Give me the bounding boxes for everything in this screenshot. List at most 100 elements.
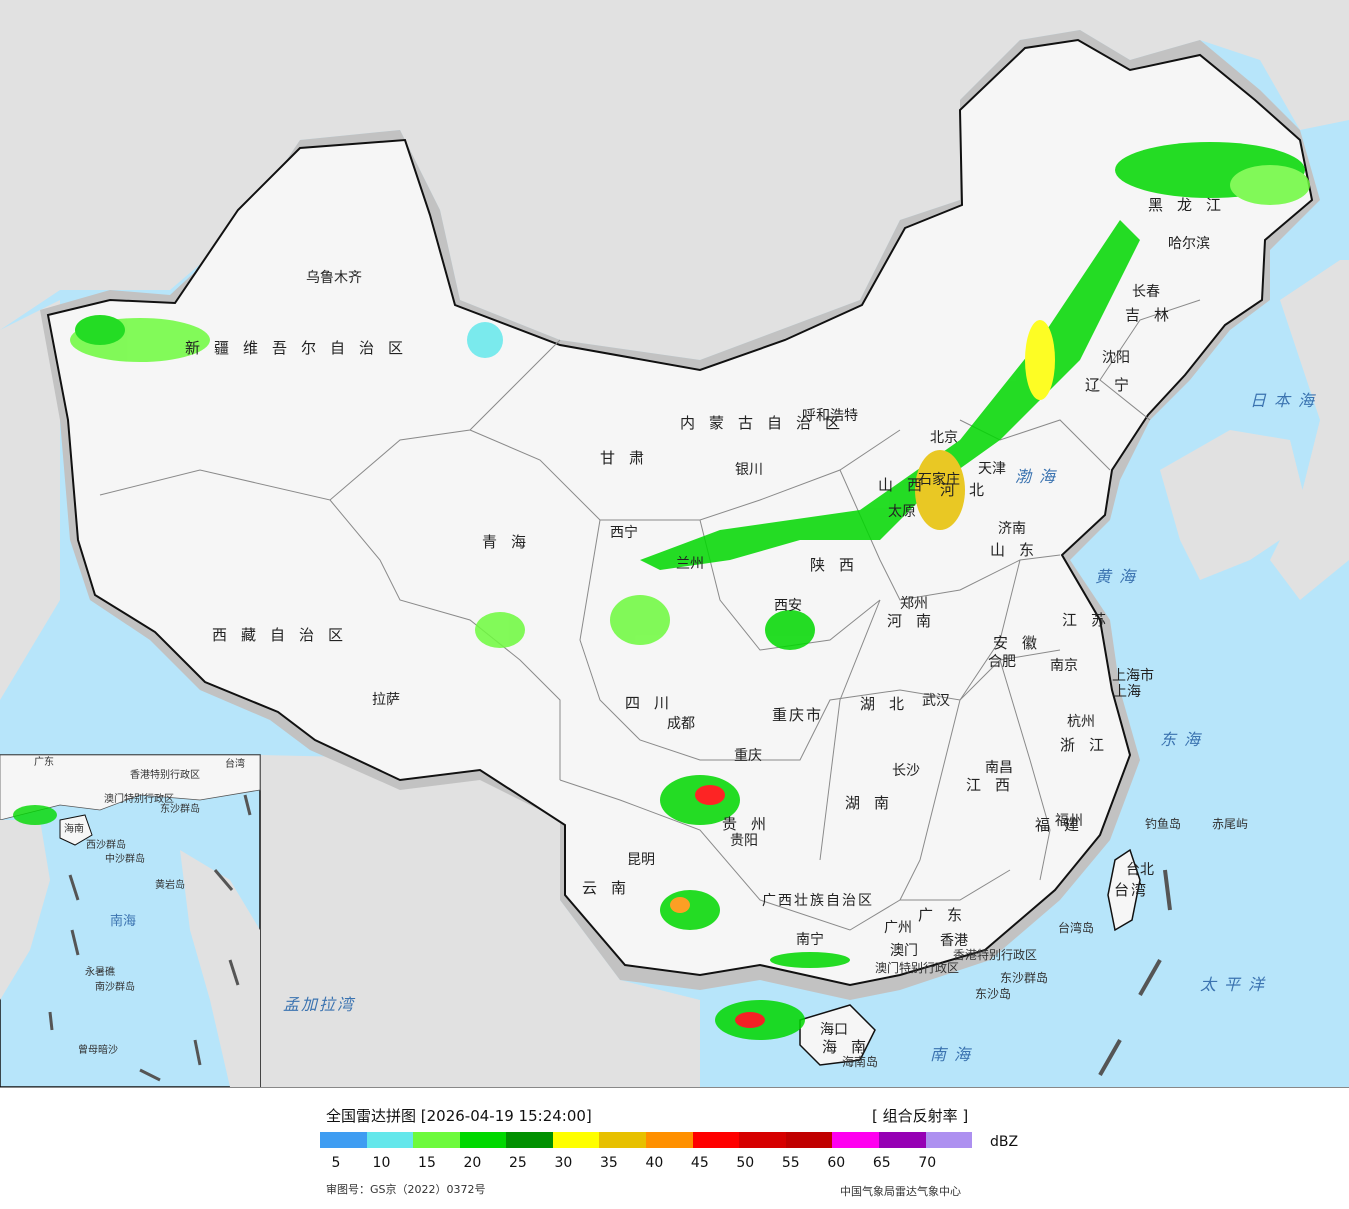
scale-tick-label: 35: [599, 1155, 618, 1171]
color-scale-ticks: 5 10 15 20 25 30 35 40 45 50 55 60 65 70: [304, 1155, 984, 1173]
scale-tick-label: 55: [781, 1155, 800, 1171]
inset-label: 永暑礁: [85, 965, 115, 978]
island-label: 香港特别行政区: [953, 947, 1037, 962]
province-label: 西藏自治区: [212, 626, 357, 644]
inset-label: 中沙群岛: [105, 852, 145, 865]
inset-label: 南沙群岛: [95, 980, 135, 993]
island-label: 东沙群岛: [1000, 970, 1048, 985]
color-swatch: [552, 1132, 600, 1148]
province-label: 贵州: [722, 815, 780, 833]
city-label: 福州: [1055, 813, 1083, 829]
province-label: 青海: [482, 533, 540, 551]
province-label: 广西壮族自治区: [762, 893, 874, 909]
city-label: 郑州: [900, 596, 928, 612]
city-label: 西宁: [610, 524, 638, 541]
scale-tick-label: 5: [331, 1155, 341, 1171]
province-label: 台湾: [1114, 881, 1148, 899]
city-label: 长春: [1132, 284, 1160, 300]
city-label: 太原: [888, 504, 916, 520]
hainan-island: [799, 1004, 876, 1066]
color-swatch: [366, 1132, 414, 1148]
scale-tick-label: 15: [418, 1155, 436, 1171]
scale-tick-label: 65: [872, 1155, 891, 1171]
neighbor-land-west: [0, 300, 60, 700]
city-label: 南京: [1050, 658, 1078, 674]
island-label: 台湾岛: [1058, 920, 1094, 935]
city-label: 合肥: [988, 654, 1016, 670]
inset-label: 广东: [34, 755, 54, 768]
city-label: 香港: [940, 933, 968, 949]
inset-label: 海南: [64, 822, 84, 835]
province-label: 湖南: [845, 794, 903, 812]
city-label: 成都: [667, 716, 695, 732]
province-label: 河南: [887, 612, 945, 630]
color-swatch: [692, 1132, 740, 1148]
province-label: 陕西: [810, 556, 868, 574]
taiwan-island: [1107, 848, 1141, 932]
province-label: 上海市: [1112, 667, 1154, 684]
neighbor-land-south: [260, 755, 700, 1087]
city-label: 兰州: [676, 556, 704, 572]
city-label: 广州: [884, 920, 912, 936]
inset-label: 南海: [110, 913, 136, 929]
inset-label: 澳门特别行政区: [104, 792, 174, 805]
city-label: 南昌: [985, 760, 1013, 776]
city-label: 长沙: [892, 763, 920, 779]
sea-label: 孟加拉湾: [283, 995, 356, 1014]
province-label: 吉林: [1125, 306, 1183, 324]
color-swatch: [878, 1132, 926, 1148]
province-label: 江苏: [1062, 611, 1120, 629]
province-label: 新疆维吾尔自治区: [185, 339, 417, 357]
inset-label: 东沙群岛: [160, 802, 200, 815]
color-swatch: [739, 1132, 786, 1148]
city-label: 杭州: [1067, 714, 1095, 730]
scale-tick-label: 45: [690, 1155, 709, 1171]
scale-tick-label: 70: [918, 1155, 937, 1171]
city-label: 拉萨: [372, 692, 400, 708]
city-label: 呼和浩特: [802, 408, 858, 424]
color-swatch: [413, 1132, 460, 1148]
island-label: 澳门特别行政区: [875, 960, 959, 975]
city-label: 贵阳: [730, 833, 758, 849]
sea-label: 南海: [930, 1045, 978, 1064]
city-label: 南宁: [796, 931, 824, 948]
city-label: 重庆: [734, 748, 762, 764]
color-swatch: [459, 1132, 507, 1148]
city-label: 天津: [978, 461, 1006, 477]
city-label: 西安: [774, 598, 802, 614]
province-label: 重庆市: [772, 706, 823, 724]
sea-label: 日本海: [1250, 391, 1322, 410]
city-label: 昆明: [627, 852, 655, 868]
island-label: 海南岛: [842, 1054, 878, 1069]
sea-label: 东海: [1160, 730, 1208, 749]
inset-label: 黄岩岛: [155, 878, 185, 891]
city-label: 乌鲁木齐: [306, 270, 362, 286]
radar-map: 新疆维吾尔自治区 西藏自治区 青海 甘肃 四川 云南 贵州 广西壮族自治区 广东…: [0, 0, 1349, 1087]
scale-tick-label: 25: [508, 1155, 527, 1171]
legend-product: [ 组合反射率 ]: [872, 1107, 969, 1125]
city-label: 沈阳: [1102, 350, 1130, 366]
map-approval-number: 审图号：GS京（2022）0372号: [326, 1183, 486, 1196]
city-label: 台北: [1126, 862, 1154, 878]
source-credit: 中国气象局雷达气象中心: [840, 1185, 961, 1198]
province-label: 四川: [625, 694, 683, 712]
korea-peninsula: [1160, 430, 1310, 580]
province-label: 甘肃: [600, 449, 658, 467]
province-label: 山西: [878, 476, 936, 494]
boundary-dashes: [1098, 869, 1172, 1076]
sea-label: 黄海: [1095, 567, 1143, 586]
japan: [1270, 260, 1349, 600]
province-label: 广东: [918, 906, 976, 924]
island-label: 赤尾屿: [1212, 817, 1248, 831]
city-label: 济南: [998, 521, 1026, 537]
city-label: 武汉: [922, 693, 950, 709]
city-labels: 乌鲁木齐 拉萨 西宁 兰州 银川 呼和浩特 西安 成都 重庆 贵阳 昆明 南宁 …: [306, 236, 1210, 1038]
island-label: 东沙岛: [975, 986, 1011, 1001]
china-mainland: [46, 38, 1314, 987]
province-label: 辽宁: [1085, 376, 1143, 394]
province-label: 江西: [966, 776, 1024, 794]
sea-labels: 日本海 渤海 黄海 东海 太平洋 南海 孟加拉湾: [283, 391, 1322, 1064]
scale-tick-label: 40: [645, 1155, 664, 1171]
legend-title: 全国雷达拼图 [2026-04-19 15:24:00]: [326, 1107, 592, 1125]
province-label: 安徽: [993, 634, 1051, 652]
